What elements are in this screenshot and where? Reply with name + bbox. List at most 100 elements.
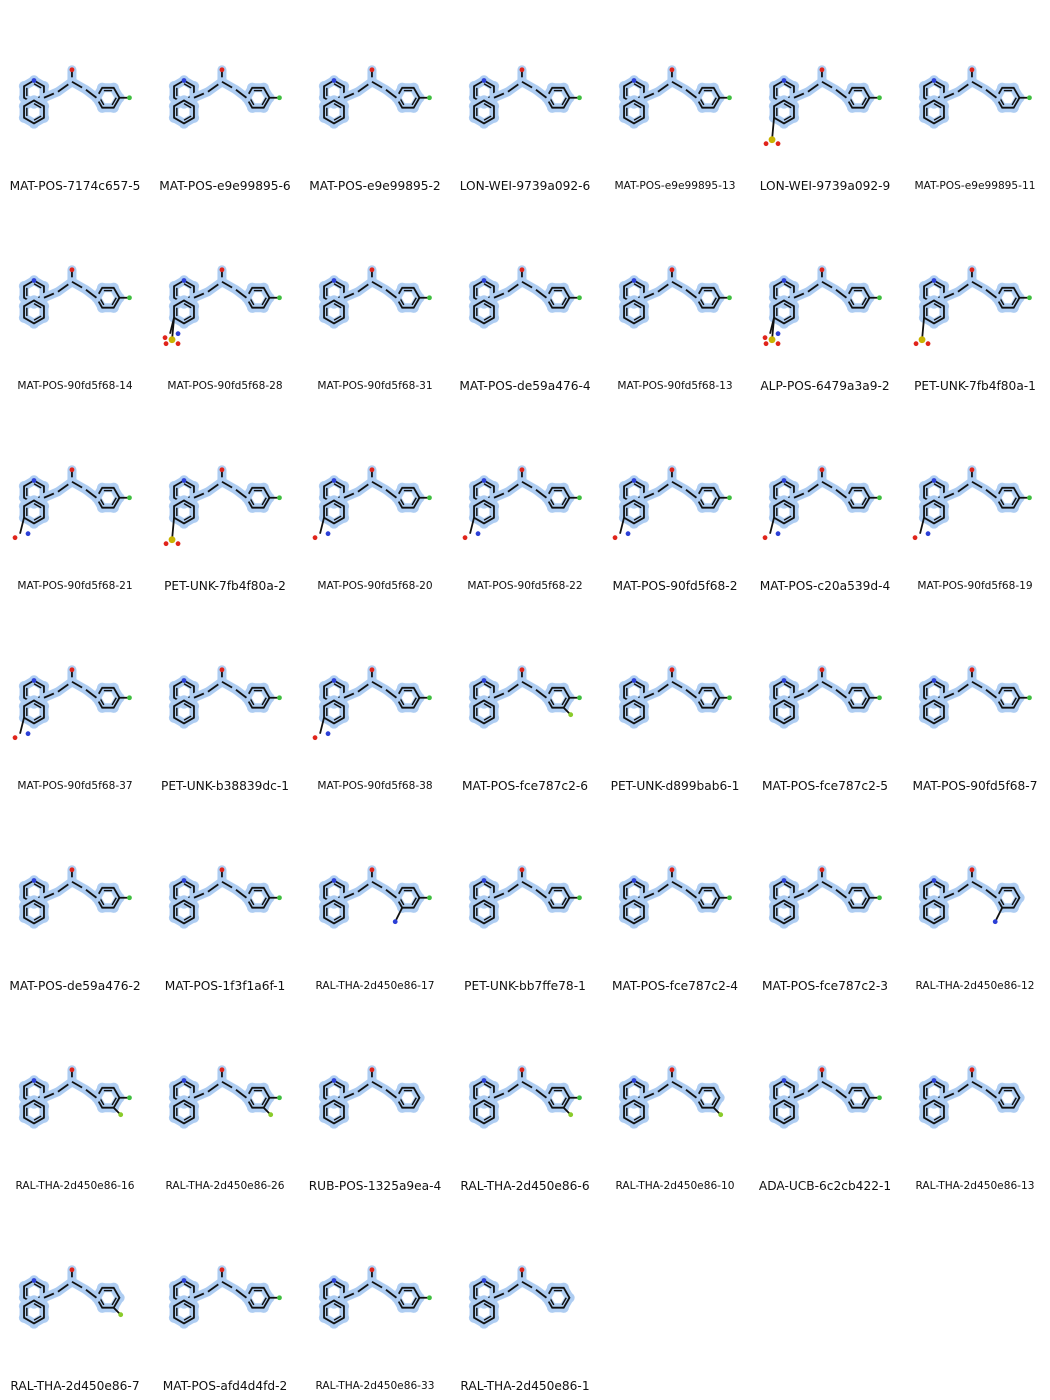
compound-cell: MAT-POS-90fd5f68-37 xyxy=(0,600,150,800)
ring-nitrogen-atom xyxy=(481,1078,487,1083)
chlorine-atom xyxy=(127,295,132,301)
phenyl-link-bond xyxy=(835,489,848,499)
carbonyl-oxygen-atom xyxy=(369,1067,375,1073)
compound-id-label: MAT-POS-e9e99895-2 xyxy=(309,179,441,193)
fluorine-atom xyxy=(568,712,574,718)
carbonyl-oxygen-atom xyxy=(369,667,375,673)
isoquinoline-ring-b xyxy=(618,695,650,729)
phenyl-link-bond xyxy=(235,489,248,499)
ring-nitrogen-atom xyxy=(781,478,787,483)
molecule-structure xyxy=(168,665,282,729)
compound-cell: MAT-POS-e9e99895-6 xyxy=(150,0,300,200)
ring-nitrogen-atom xyxy=(631,1078,637,1083)
substituent-oxygen-atom xyxy=(312,735,318,741)
phenyl-link-bond xyxy=(235,1289,248,1299)
isoquinoline-ring-b xyxy=(18,1295,50,1329)
isoquinoline-ring-b xyxy=(318,1095,350,1129)
chlorine-atom xyxy=(727,695,732,701)
isoquinoline-ring-b xyxy=(468,1295,500,1329)
isoquinoline-ring-b xyxy=(18,295,50,329)
phenyl-ring xyxy=(391,82,425,113)
ring-nitrogen-atom xyxy=(481,878,487,883)
carbonyl-oxygen-atom xyxy=(519,467,525,473)
ring-nitrogen-atom xyxy=(181,878,187,883)
compound-id-label: LON-WEI-9739a092-6 xyxy=(459,179,591,193)
substituent-nitrogen-atom xyxy=(25,531,31,537)
sulfur-atom xyxy=(768,336,776,344)
chlorine-atom xyxy=(127,1095,132,1101)
compound-id-label: PET-UNK-b38839dc-1 xyxy=(160,779,289,793)
molecule-structure xyxy=(468,1265,575,1329)
ring-nitrogen-atom xyxy=(781,678,787,683)
phenyl-link-bond xyxy=(685,689,698,699)
substituent-oxygen-atom xyxy=(12,535,18,541)
substituent-oxygen-atom xyxy=(912,535,918,541)
substituent-nitrogen-atom xyxy=(175,331,181,337)
isoquinoline-ring-b xyxy=(618,495,650,529)
compound-id-label: MAT-POS-90fd5f68-31 xyxy=(317,380,433,392)
ring-nitrogen-atom xyxy=(181,478,187,483)
molecule-structure xyxy=(468,865,582,929)
carbonyl-oxygen-atom xyxy=(669,667,675,673)
phenyl-link-bond xyxy=(535,1289,548,1299)
carbonyl-oxygen-atom xyxy=(669,267,675,273)
compound-id-label: PET-UNK-7fb4f80a-1 xyxy=(914,379,1036,393)
amide-substituent-bond xyxy=(19,517,25,534)
chlorine-atom xyxy=(727,895,732,901)
compound-cell: RAL-THA-2d450e86-12 xyxy=(900,800,1050,1000)
ring-nitrogen-atom xyxy=(181,278,187,283)
phenyl-ring xyxy=(691,1082,725,1113)
compound-cell: MAT-POS-fce787c2-4 xyxy=(600,800,750,1000)
compound-cell: RAL-THA-2d450e86-7 xyxy=(0,1200,150,1400)
fluoro-bond xyxy=(113,1107,121,1115)
compound-id-label: PET-UNK-bb7ffe78-1 xyxy=(464,979,586,993)
phenyl-link-bond xyxy=(235,1089,248,1099)
compound-id-label: RAL-THA-2d450e86-7 xyxy=(10,1379,140,1393)
carbonyl-oxygen-atom xyxy=(669,1067,675,1073)
isoquinoline-ring-b xyxy=(18,1095,50,1129)
fluorine-atom xyxy=(568,1112,574,1118)
compound-id-label: MAT-POS-fce787c2-4 xyxy=(611,979,739,993)
compound-id-label: MAT-POS-e9e99895-13 xyxy=(614,180,736,192)
phenyl-link-bond xyxy=(685,889,698,899)
phenyl-link-bond xyxy=(385,689,398,699)
substituent-nitrogen-atom xyxy=(25,731,31,737)
carbonyl-oxygen-atom xyxy=(519,1067,525,1073)
sulfonyl-oxygen-atom xyxy=(763,341,769,347)
molecule-structure xyxy=(618,865,732,929)
compound-cell: LON-WEI-9739a092-9 xyxy=(750,0,900,200)
nitrile-bond xyxy=(995,907,1004,921)
amide-substituent-bond xyxy=(319,517,325,534)
amide-substituent-bond xyxy=(469,517,475,534)
carbonyl-oxygen-atom xyxy=(219,67,225,73)
amide-substituent-bond xyxy=(319,717,325,734)
compound-id-label: MAT-POS-fce787c2-5 xyxy=(761,779,889,793)
sulfonyl-oxygen-atom xyxy=(925,341,931,347)
chlorine-atom xyxy=(277,895,282,901)
isoquinoline-ring-b xyxy=(318,895,350,929)
compound-cell: MAT-POS-90fd5f68-22 xyxy=(450,400,600,600)
carbonyl-oxygen-atom xyxy=(969,667,975,673)
phenyl-link-bond xyxy=(235,689,248,699)
ring-nitrogen-atom xyxy=(631,478,637,483)
carbonyl-oxygen-atom xyxy=(219,1267,225,1273)
molecule-structure xyxy=(762,465,882,541)
isoquinoline-ring-b xyxy=(468,895,500,929)
isoquinoline-ring-b xyxy=(768,1095,800,1129)
compound-cell: MAT-POS-e9e99895-2 xyxy=(300,0,450,200)
phenyl-link-bond xyxy=(535,289,548,299)
chlorine-atom xyxy=(1027,495,1032,501)
chlorine-atom xyxy=(1027,695,1032,701)
ring-nitrogen-atom xyxy=(931,878,937,883)
molecule-structure xyxy=(12,665,132,741)
compound-id-label: MAT-POS-90fd5f68-19 xyxy=(917,580,1033,592)
sulfonyl-bond xyxy=(771,117,775,140)
compound-id-label: MAT-POS-90fd5f68-21 xyxy=(17,580,133,592)
ring-nitrogen-atom xyxy=(331,678,337,683)
molecule-structure xyxy=(918,1065,1025,1129)
compound-id-label: MAT-POS-90fd5f68-20 xyxy=(317,580,433,592)
ring-nitrogen-atom xyxy=(331,278,337,283)
chlorine-atom xyxy=(877,495,882,501)
isoquinoline-ring-b xyxy=(618,95,650,129)
substituent-nitrogen-atom xyxy=(325,731,331,737)
